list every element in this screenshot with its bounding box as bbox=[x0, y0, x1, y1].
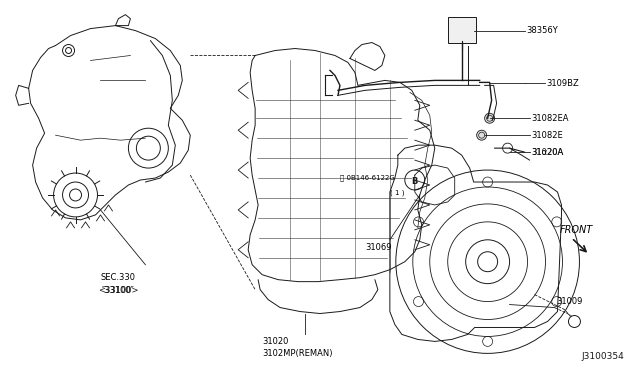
Text: FRONT: FRONT bbox=[559, 225, 593, 235]
Circle shape bbox=[477, 130, 486, 140]
Text: 38356Y: 38356Y bbox=[527, 26, 558, 35]
Text: B: B bbox=[412, 177, 418, 186]
Text: 31α20A: 31α20A bbox=[532, 148, 564, 157]
Text: 31082EA: 31082EA bbox=[532, 114, 569, 123]
Circle shape bbox=[405, 170, 425, 190]
Text: ( 1 ): ( 1 ) bbox=[390, 190, 405, 196]
Text: ″33100″: ″33100″ bbox=[102, 286, 135, 295]
Text: SEC.330: SEC.330 bbox=[101, 273, 136, 282]
Text: 31020: 31020 bbox=[262, 337, 289, 346]
Text: 3109BZ: 3109BZ bbox=[547, 79, 579, 88]
Text: Ⓑ 0B146-6122G: Ⓑ 0B146-6122G bbox=[340, 175, 395, 181]
Text: J3100354: J3100354 bbox=[582, 352, 625, 361]
FancyBboxPatch shape bbox=[448, 17, 476, 42]
Text: 31069: 31069 bbox=[365, 243, 392, 252]
Text: 3102MP(REMAN): 3102MP(REMAN) bbox=[262, 349, 333, 358]
Text: <33100>: <33100> bbox=[98, 286, 139, 295]
Circle shape bbox=[484, 113, 495, 123]
Text: 31020A: 31020A bbox=[532, 148, 564, 157]
Text: 31009: 31009 bbox=[557, 297, 583, 306]
Text: 31082E: 31082E bbox=[532, 131, 563, 140]
